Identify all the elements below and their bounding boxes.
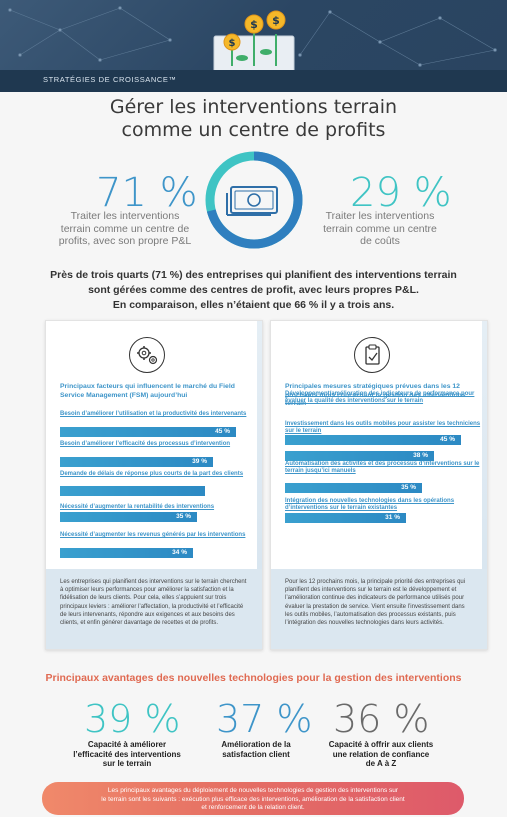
bar: 45 % bbox=[60, 427, 236, 437]
network-pattern-icon bbox=[8, 6, 497, 67]
benefit-desc-line: l’efficacité des interventions bbox=[73, 749, 181, 759]
svg-text:$: $ bbox=[272, 14, 280, 27]
money-monitor-icon: $ $ $ bbox=[213, 10, 295, 84]
bar-value: 35 % bbox=[176, 513, 191, 520]
svg-text:$: $ bbox=[229, 38, 236, 49]
benefit-desc: Amélioration de la satisfaction client bbox=[196, 740, 316, 759]
stat-left-desc-line: terrain comme un centre de bbox=[60, 222, 190, 235]
summary-pill: Les principaux avantages du déploiement … bbox=[42, 782, 464, 815]
gears-icon bbox=[129, 337, 165, 373]
bar-label: Nécessité d’augmenter les revenus généré… bbox=[60, 532, 246, 538]
stat-left-desc-line: profits, avec son propre P&L bbox=[58, 235, 192, 247]
benefit-desc-line: Amélioration de la bbox=[221, 740, 291, 749]
card-strategic-measures: Principales mesures stratégiques prévues… bbox=[270, 320, 488, 650]
benefits-title: Principaux avantages des nouvelles techn… bbox=[45, 672, 462, 684]
share-ring-chart bbox=[205, 151, 303, 249]
benefit-desc-line: de A à Z bbox=[365, 759, 397, 768]
card-heading: Principaux facteurs qui influencent le m… bbox=[60, 383, 235, 399]
stat-left-value: 71 % bbox=[96, 170, 198, 216]
bar-label: Intégration des nouvelles technologies d… bbox=[285, 498, 455, 512]
card-stripe bbox=[257, 321, 262, 649]
lead-line: En comparaison, elles n’étaient que 66 %… bbox=[112, 299, 395, 311]
lead-line: Près de trois quarts (71 %) des entrepri… bbox=[50, 269, 457, 281]
bar-value: 45 % bbox=[215, 428, 230, 435]
banner-strip bbox=[0, 70, 507, 92]
summary-line: et renforcement de la relation client. bbox=[201, 804, 305, 811]
stat-right-desc: Traiter les interventions terrain comme … bbox=[310, 210, 450, 248]
benefit-desc-line: sur le terrain bbox=[102, 759, 152, 768]
summary-line: le terrain sont les suivants : exécution… bbox=[101, 795, 405, 803]
benefit-desc-line: Capacité à offrir aux clients bbox=[328, 740, 434, 749]
banner-label: STRATÉGIES DE CROISSANCE™ bbox=[43, 75, 177, 84]
stat-left-desc-line: Traiter les interventions bbox=[70, 210, 180, 222]
clipboard-icon bbox=[354, 337, 390, 373]
stat-right-desc-line: de coûts bbox=[360, 235, 400, 247]
bar bbox=[60, 486, 205, 496]
summary-line: Les principaux avantages du déploiement … bbox=[107, 787, 399, 794]
bar-label: Besoin d’améliorer l’utilisation et la p… bbox=[60, 411, 247, 417]
benefit-desc-line: Capacité à améliorer bbox=[87, 740, 167, 749]
bar-label: Développement/amélioration des indicateu… bbox=[285, 391, 475, 405]
stat-left-desc: Traiter les interventions terrain comme … bbox=[50, 210, 200, 248]
card-footer: Les entreprises qui planifient des inter… bbox=[46, 569, 262, 649]
bar: 39 % bbox=[60, 457, 213, 467]
benefit-value: 37 % bbox=[216, 697, 313, 741]
page-title-line-2: comme un centre de profits bbox=[121, 119, 386, 141]
bar-label: Automatisation des activités et des proc… bbox=[285, 461, 480, 475]
bar-label: Demande de délais de réponse plus courts… bbox=[60, 471, 244, 477]
ring-arc bbox=[205, 151, 303, 249]
bar-label: Besoin d’améliorer l’efficacité des proc… bbox=[60, 441, 231, 447]
bar-value: 35 % bbox=[401, 484, 416, 491]
stat-right-desc-line: terrain comme un centre bbox=[323, 222, 437, 235]
benefit-desc: Capacité à améliorer l’efficacité des in… bbox=[62, 740, 192, 769]
page-title-line-1: Gérer les interventions terrain bbox=[109, 96, 398, 118]
bar: 35 % bbox=[285, 483, 422, 493]
stat-right-value: 29 % bbox=[350, 170, 452, 216]
bar-value: 39 % bbox=[192, 458, 207, 465]
svg-text:$: $ bbox=[250, 18, 258, 31]
benefit-desc-line: une relation de confiance bbox=[332, 749, 430, 759]
bar-value: 31 % bbox=[385, 514, 400, 521]
benefit-desc-line: satisfaction client bbox=[222, 749, 290, 759]
card-footer: Pour les 12 prochains mois, la principal… bbox=[271, 569, 487, 649]
bar-value: 34 % bbox=[172, 549, 187, 556]
benefit-value: 36 % bbox=[333, 697, 430, 741]
bar-label: Investissement dans les outils mobiles p… bbox=[285, 421, 481, 435]
bar: 31 % bbox=[285, 513, 406, 523]
banknote-icon bbox=[226, 186, 278, 216]
bar-value: 45 % bbox=[440, 436, 455, 443]
bar-value: 38 % bbox=[413, 452, 428, 459]
bar: 35 % bbox=[60, 512, 197, 522]
stat-right-desc-line: Traiter les interventions bbox=[325, 210, 435, 222]
lead-line: sont gérées comme des centres de profit,… bbox=[88, 284, 419, 296]
card-heading: Principales mesures stratégiques prévues… bbox=[285, 383, 466, 407]
page-title: Gérer les interventions terrain comme un… bbox=[0, 96, 507, 142]
bar: 34 % bbox=[60, 548, 193, 558]
header-banner: $ $ $ STRATÉGIES DE CROISSANCE™ bbox=[0, 0, 507, 92]
benefit-desc: Capacité à offrir aux clients une relati… bbox=[318, 740, 444, 769]
bar: 38 % bbox=[285, 451, 434, 461]
lead-paragraph: Près de trois quarts (71 %) des entrepri… bbox=[20, 268, 487, 313]
card-market-factors: Principaux facteurs qui influencent le m… bbox=[45, 320, 263, 650]
card-stripe bbox=[482, 321, 487, 649]
bar: 45 % bbox=[285, 435, 461, 445]
benefit-value: 39 % bbox=[84, 697, 181, 741]
bar-label: Nécessité d’augmenter la rentabilité des… bbox=[60, 504, 215, 510]
